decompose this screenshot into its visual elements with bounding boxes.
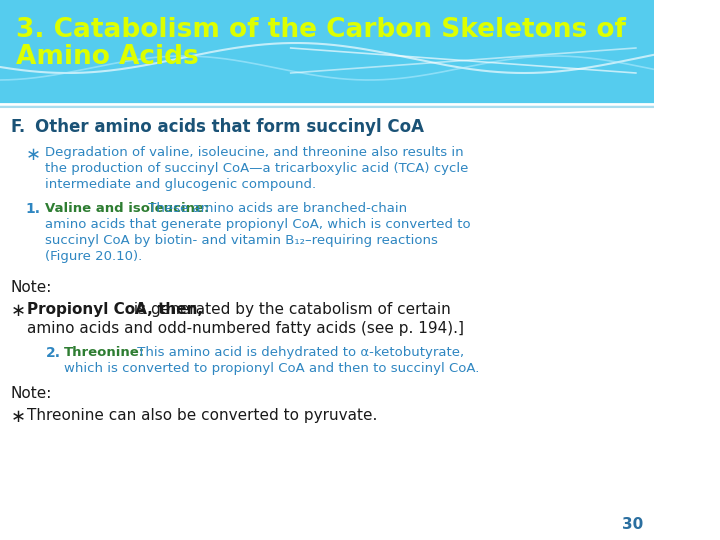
FancyBboxPatch shape [0, 0, 654, 108]
Text: Note:: Note: [11, 280, 53, 295]
Text: Threonine can also be converted to pyruvate.: Threonine can also be converted to pyruv… [27, 408, 377, 423]
Text: Valine and isoleucine:: Valine and isoleucine: [45, 202, 210, 215]
Text: 30: 30 [622, 517, 643, 532]
Text: F.: F. [11, 118, 26, 136]
Text: 1.: 1. [25, 202, 40, 216]
Text: amino acids and odd-numbered fatty acids (see p. 194).]: amino acids and odd-numbered fatty acids… [27, 321, 464, 336]
Text: the production of succinyl CoA—a tricarboxylic acid (TCA) cycle: the production of succinyl CoA—a tricarb… [45, 162, 469, 175]
Text: which is converted to propionyl CoA and then to succinyl CoA.: which is converted to propionyl CoA and … [63, 362, 479, 375]
Text: Propionyl CoA, then,: Propionyl CoA, then, [27, 302, 203, 317]
Text: Threonine:: Threonine: [63, 346, 145, 359]
Text: 2.: 2. [45, 346, 60, 360]
Text: is generated by the catabolism of certain: is generated by the catabolism of certai… [129, 302, 451, 317]
Text: ∗: ∗ [11, 408, 26, 426]
Text: ∗: ∗ [25, 146, 40, 164]
Text: Other amino acids that form succinyl CoA: Other amino acids that form succinyl CoA [35, 118, 423, 136]
Text: Degradation of valine, isoleucine, and threonine also results in: Degradation of valine, isoleucine, and t… [45, 146, 464, 159]
Text: intermediate and glucogenic compound.: intermediate and glucogenic compound. [45, 178, 317, 191]
Text: amino acids that generate propionyl CoA, which is converted to: amino acids that generate propionyl CoA,… [45, 218, 471, 231]
Text: Note:: Note: [11, 386, 53, 401]
Text: 3. Catabolism of the Carbon Skeletons of: 3. Catabolism of the Carbon Skeletons of [17, 17, 626, 43]
Text: ∗: ∗ [11, 302, 26, 320]
Text: (Figure 20.10).: (Figure 20.10). [45, 250, 143, 263]
Text: succinyl CoA by biotin- and vitamin B₁₂–requiring reactions: succinyl CoA by biotin- and vitamin B₁₂–… [45, 234, 438, 247]
Text: Amino Acids: Amino Acids [17, 44, 199, 70]
Text: These amino acids are branched-chain: These amino acids are branched-chain [143, 202, 407, 215]
Text: This amino acid is dehydrated to α-ketobutyrate,: This amino acid is dehydrated to α-ketob… [132, 346, 464, 359]
